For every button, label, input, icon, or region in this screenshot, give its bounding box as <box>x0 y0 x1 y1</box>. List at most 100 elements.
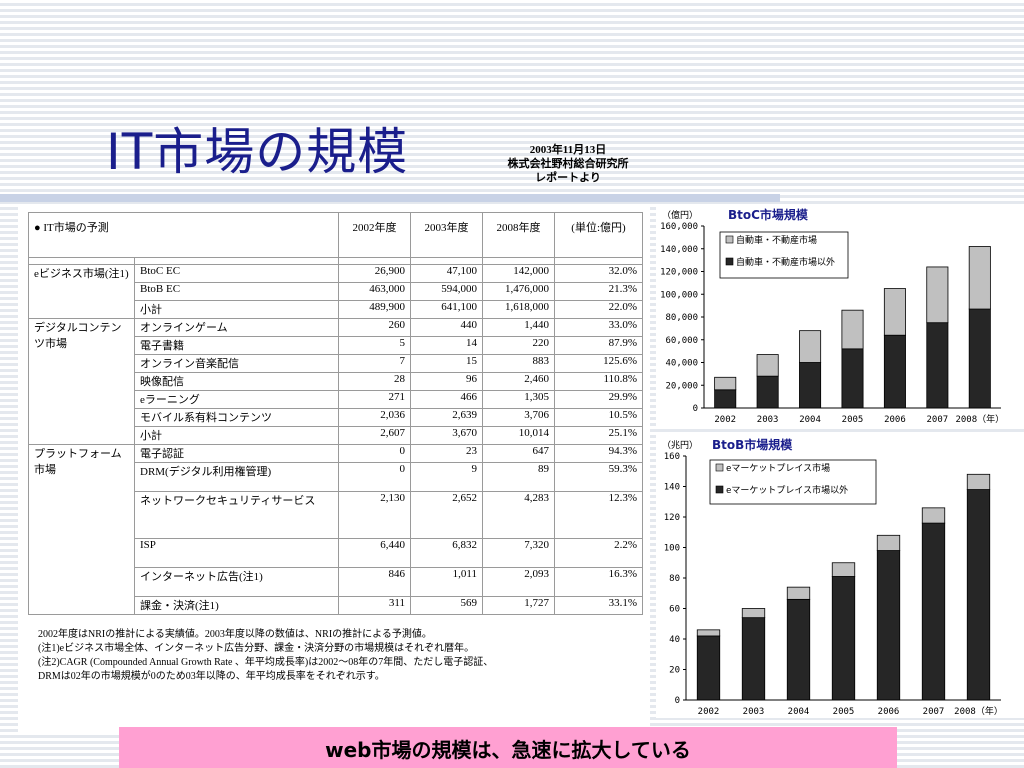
bar-lower <box>756 375 779 409</box>
cagr-cell: 110.8% <box>554 372 643 391</box>
value-2003: 47,100 <box>410 264 483 283</box>
value-2008: 7,320 <box>482 538 555 568</box>
table-row: オンライン音楽配信 7 15 883 125.6% <box>29 354 643 373</box>
item-cell: BtoC EC <box>134 264 339 283</box>
spacer-cell <box>482 257 555 265</box>
note-line: (注2)CAGR (Compounded Annual Growth Rate … <box>38 657 494 668</box>
bar-lower <box>883 334 906 409</box>
btoc-unit-label: （億円） <box>662 211 699 221</box>
item-cell: BtoB EC <box>134 282 339 301</box>
btoc-chart-panel: （億円） BtoC市場規模 0 20,000 40,000 60,000 80,000 1… <box>656 204 1024 428</box>
table-row: プラットフォーム市場 電子認証 0 23 647 94.3% <box>28 444 643 615</box>
cagr-cell: 125.6% <box>554 354 643 373</box>
btoc-chart-title: BtoC市場規模 <box>728 208 808 222</box>
y-tick-label: 120,000 <box>660 268 698 278</box>
legend-swatch <box>715 485 724 494</box>
table-row: デジタルコンテンツ市場 オンラインゲーム 260 440 1,440 33.0% <box>28 318 643 445</box>
cagr-cell: 10.5% <box>554 408 643 427</box>
note-line: (注1)eビジネス市場全体、インターネット広告分野、課金・決済分野の市場規模はそ… <box>38 643 475 654</box>
value-2002: 260 <box>338 318 411 337</box>
spacer-cell <box>410 257 483 265</box>
table-row: eラーニング 271 466 1,305 29.9% <box>29 390 643 409</box>
item-cell: 小計 <box>134 300 339 319</box>
item-cell: ネットワークセキュリティサービス <box>134 491 339 539</box>
y-tick-label: 40 <box>669 635 680 645</box>
value-2002: 5 <box>338 336 411 355</box>
cagr-cell: 33.0% <box>554 318 643 337</box>
y-tick-label: 0 <box>693 404 698 414</box>
bar-lower <box>966 489 991 701</box>
x-tick-label: 2003 <box>757 415 779 425</box>
y-tick-label: 140 <box>664 483 680 493</box>
y-tick-label: 80 <box>669 574 680 584</box>
value-2003: 641,100 <box>410 300 483 319</box>
value-2008: 4,283 <box>482 491 555 539</box>
banner-text: web市場の規模は、急速に拡大している <box>325 738 691 762</box>
table-row: インターネット広告(注1) 846 1,011 2,093 16.3% <box>29 567 643 597</box>
value-2008: 3,706 <box>482 408 555 427</box>
bar-upper <box>756 354 779 377</box>
source-date: 2003年11月13日 <box>529 144 607 156</box>
x-tick-label: 2005 <box>842 415 864 425</box>
value-2008: 2,093 <box>482 567 555 597</box>
table-row: eビジネス市場(注1) BtoC EC 26,900 47,100 142,000 32.… <box>28 264 643 319</box>
table-row: ネットワークセキュリティサービス 2,130 2,652 4,283 12.3% <box>29 491 643 539</box>
y-tick-label: 160 <box>664 452 680 462</box>
bar-lower <box>968 308 991 409</box>
table-row: 電子書籍 5 14 220 87.9% <box>29 336 643 355</box>
table-header-row: ● IT市場の予測 2002年度 2003年度 2008年度 (単位:億円) <box>28 212 643 258</box>
spacer-cell <box>338 257 411 265</box>
value-2003: 23 <box>410 444 483 463</box>
x-tick-label: 2006 <box>878 707 900 717</box>
btob-chart-panel: （兆円） BtoB市場規模 0 20 40 60 80 100 120 140 160 2002 2… <box>656 434 1024 718</box>
bar-upper <box>883 288 906 336</box>
note-line: DRMは02年の市場規模が0のため03年以降の、年平均成長率をそれぞれ示す。 <box>38 671 385 682</box>
value-2003: 15 <box>410 354 483 373</box>
y-tick-label: 60,000 <box>665 336 698 346</box>
group-label: プラットフォーム市場 <box>28 444 135 615</box>
value-2003: 3,670 <box>410 426 483 445</box>
bar-upper <box>831 562 856 577</box>
value-2008: 647 <box>482 444 555 463</box>
value-2002: 0 <box>338 444 411 463</box>
cagr-cell: 94.3% <box>554 444 643 463</box>
table-spacer-row <box>28 257 643 265</box>
x-tick-label: 2008（年） <box>955 413 1004 425</box>
item-cell: オンラインゲーム <box>134 318 339 337</box>
cagr-cell: 87.9% <box>554 336 643 355</box>
cagr-cell: 33.1% <box>554 596 643 615</box>
bar-lower <box>926 322 949 409</box>
table-row: 小計 489,900 641,100 1,618,000 22.0% <box>29 300 643 319</box>
x-tick-label: 2006 <box>884 415 906 425</box>
item-cell: 映像配信 <box>134 372 339 391</box>
x-tick-label: 2007 <box>927 415 949 425</box>
bar-lower <box>741 617 766 701</box>
value-2002: 26,900 <box>338 264 411 283</box>
item-cell: eラーニング <box>134 390 339 409</box>
bar-upper <box>786 586 811 600</box>
value-2003: 2,652 <box>410 491 483 539</box>
title-underline <box>0 194 780 202</box>
spacer-cell <box>134 257 339 265</box>
legend-swatch <box>725 235 734 244</box>
x-tick-label: 2002 <box>698 707 720 717</box>
cagr-cell: 29.9% <box>554 390 643 409</box>
x-tick-label: 2004 <box>788 707 810 717</box>
group-label: デジタルコンテンツ市場 <box>28 318 135 445</box>
x-tick-label: 2004 <box>799 415 821 425</box>
bar-lower <box>786 598 811 701</box>
value-2002: 7 <box>338 354 411 373</box>
table-row: モバイル系有料コンテンツ 2,036 2,639 3,706 10.5% <box>29 408 643 427</box>
y-tick-label: 80,000 <box>665 313 698 323</box>
item-cell: 小計 <box>134 426 339 445</box>
value-2008: 10,014 <box>482 426 555 445</box>
cagr-cell: 21.3% <box>554 282 643 301</box>
y-tick-label: 20 <box>669 666 680 676</box>
cagr-cell: 22.0% <box>554 300 643 319</box>
bar-upper <box>968 246 991 310</box>
y-tick-label: 0 <box>675 696 680 706</box>
x-tick-label: 2007 <box>923 707 945 717</box>
bar-upper <box>841 309 864 350</box>
x-tick-label: 2003 <box>743 707 765 717</box>
value-2002: 6,440 <box>338 538 411 568</box>
